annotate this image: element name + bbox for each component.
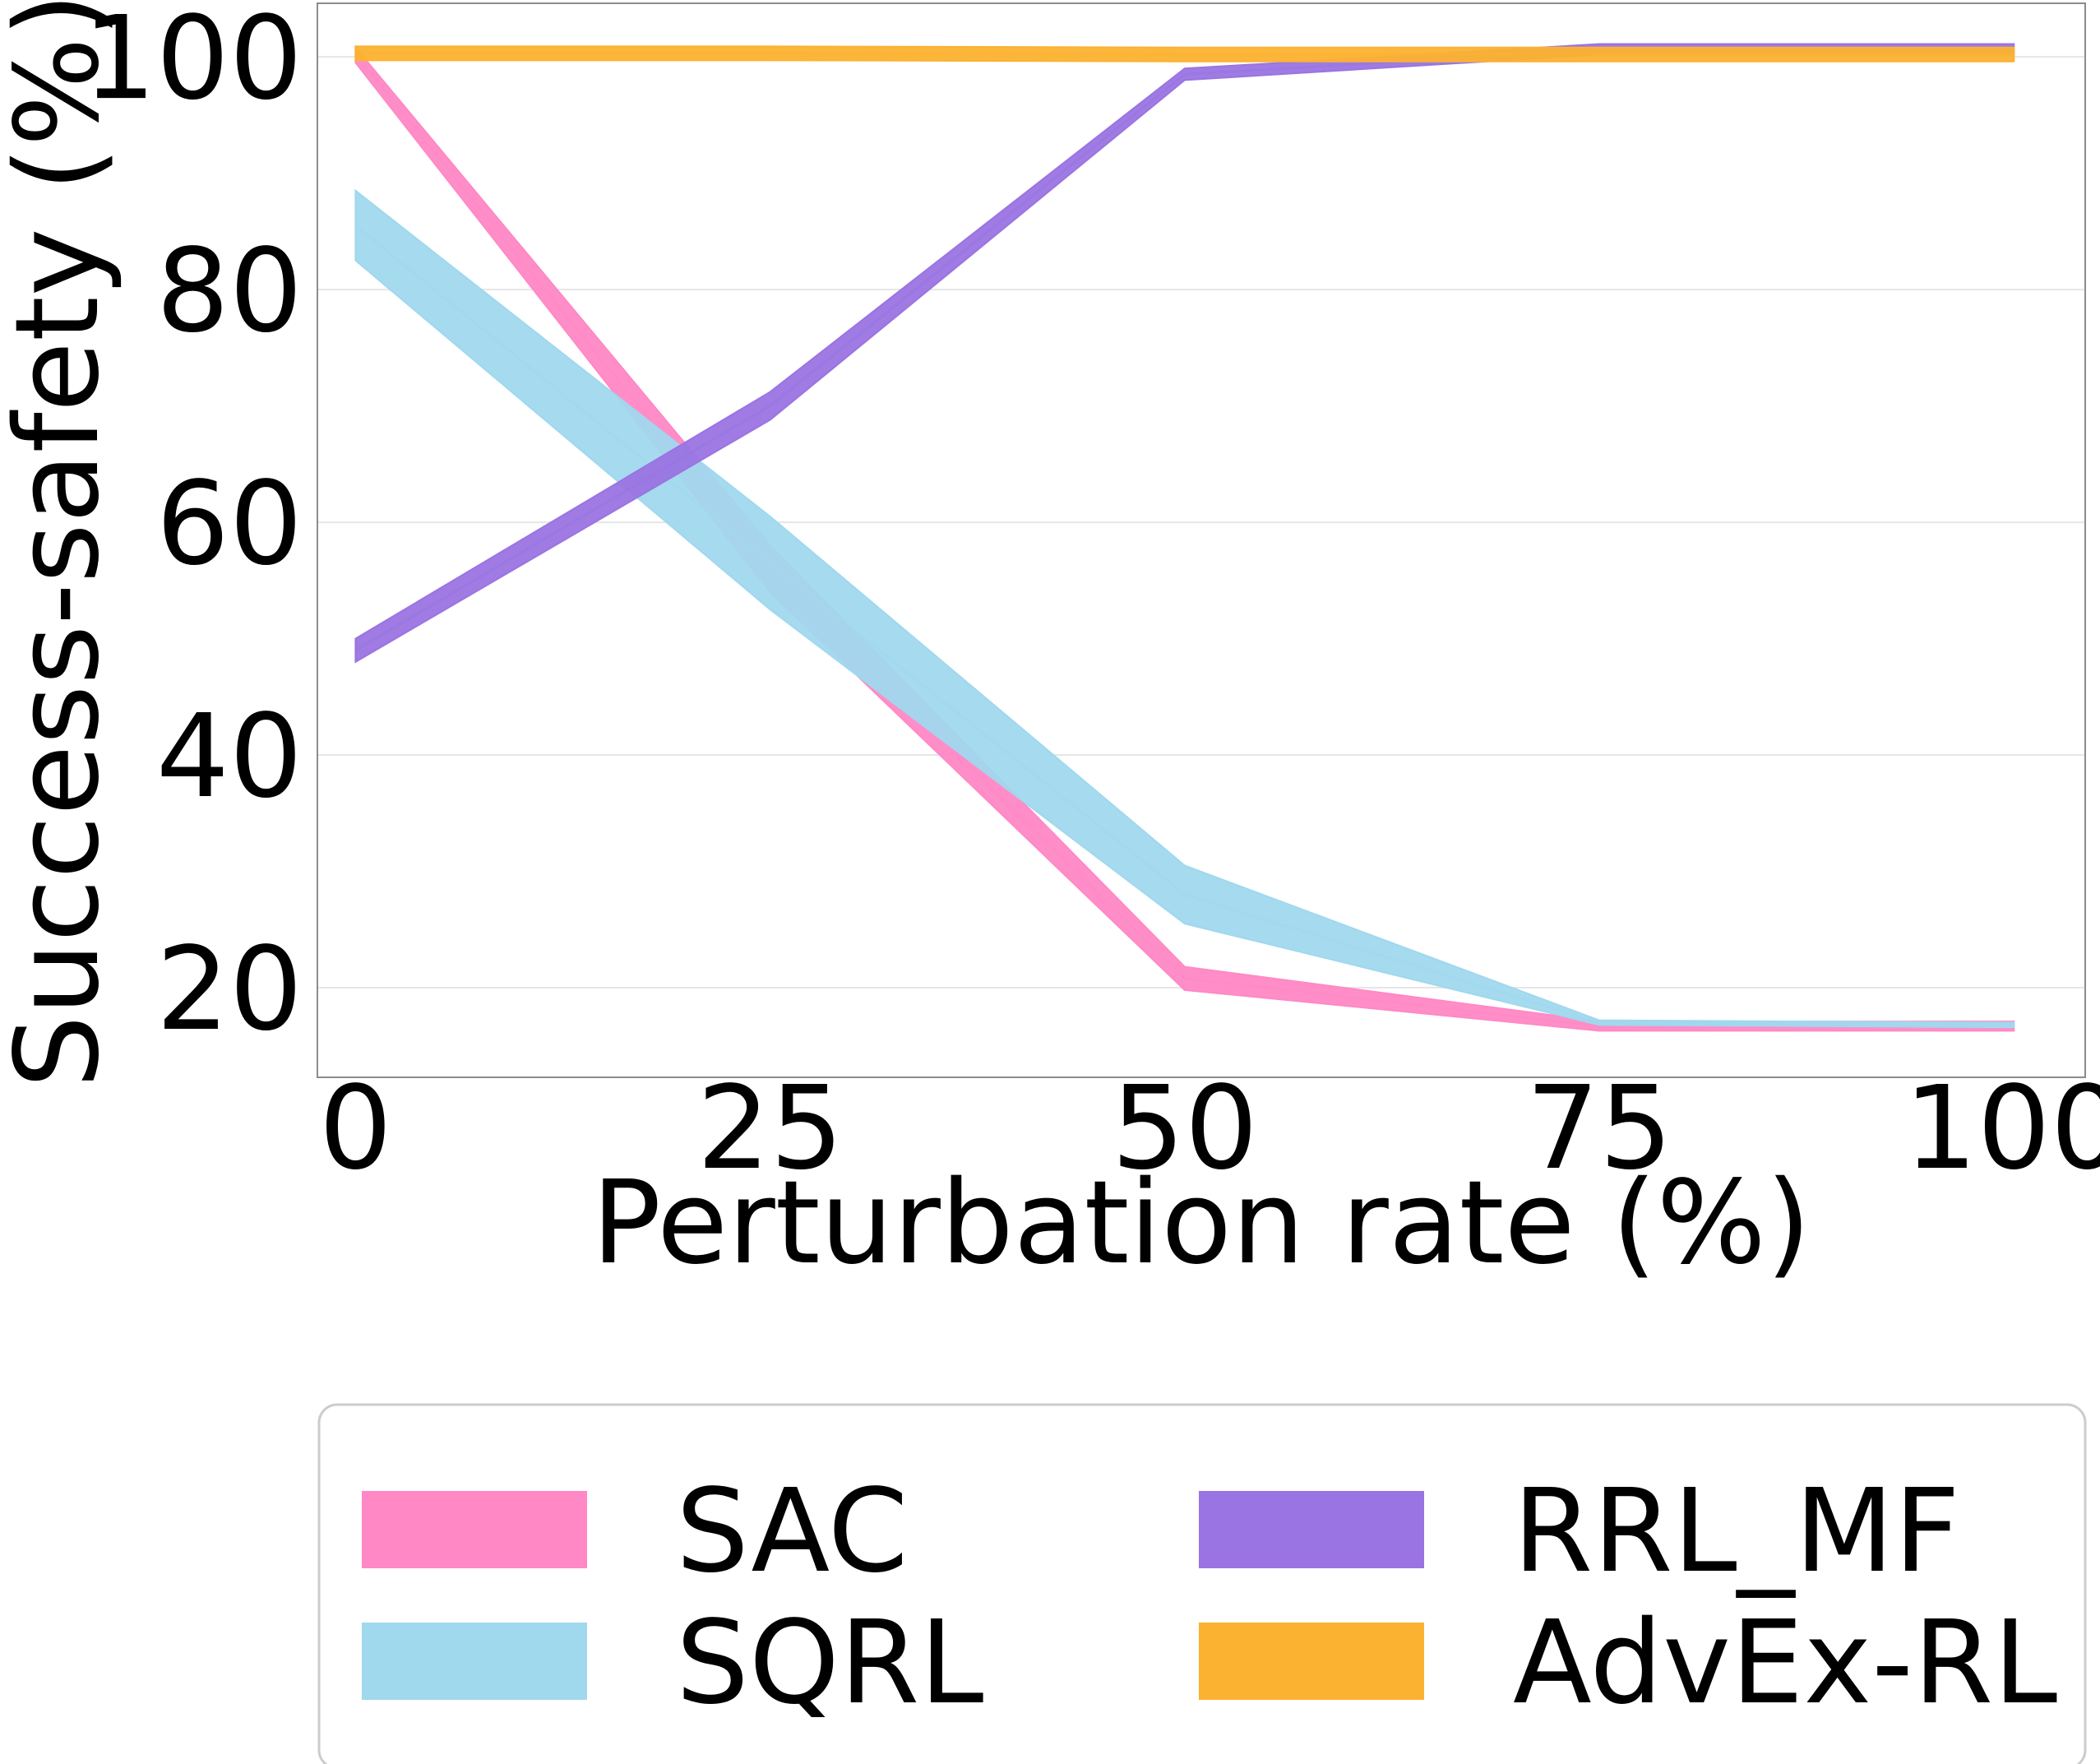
point-sqrl [1184, 894, 1186, 896]
legend-label-sac: SAC [676, 1465, 909, 1599]
series-sqrl [354, 188, 2015, 1029]
legend-swatch-sac [362, 1491, 587, 1568]
point-advex-rl [2013, 53, 2014, 55]
legend-label-sqrl: SQRL [676, 1596, 983, 1730]
legend-swatch-advex-rl [1199, 1623, 1424, 1700]
point-advex-rl [354, 53, 356, 54]
point-advex-rl [770, 53, 771, 54]
legend-label-rrl-mf: RRL_MF [1513, 1465, 1960, 1599]
point-sqrl [354, 225, 356, 226]
y-tick-label: 20 [156, 923, 303, 1057]
y-tick-label: 40 [156, 690, 303, 824]
y-tick-label: 60 [156, 457, 303, 591]
x-tick-label: 0 [319, 1062, 392, 1196]
legend-swatch-sqrl [362, 1623, 587, 1700]
x-tick-labels: 0 25 50 75 100 [319, 1062, 2100, 1196]
y-tick-label: 100 [83, 0, 303, 126]
legend-swatch-rrl-mf [1199, 1491, 1424, 1568]
legend-label-advex-rl: AdvEx-RL [1513, 1596, 2057, 1730]
point-rrl-mf [354, 650, 356, 651]
series-advex-rl [354, 45, 2015, 63]
x-axis-label: Perturbation rate (%) [592, 1156, 1811, 1290]
x-tick-label: 50 [1112, 1062, 1258, 1196]
x-tick-label: 100 [1904, 1062, 2100, 1196]
y-tick-labels: 20 40 60 80 100 [83, 0, 303, 1057]
x-tick-label: 25 [697, 1062, 844, 1196]
y-axis-label: Success-safety (%) [0, 0, 125, 1088]
point-sqrl [1598, 1021, 1600, 1023]
plot-area-frame [317, 2, 2086, 1078]
point-rrl-mf [1184, 73, 1186, 75]
x-tick-label: 75 [1526, 1062, 1672, 1196]
point-sqrl [2013, 1024, 2014, 1026]
point-rrl-mf [770, 405, 771, 407]
point-sac [1184, 978, 1186, 979]
line-advex-rl [355, 52, 2014, 56]
series-layer [354, 43, 2015, 1032]
point-advex-rl [1184, 53, 1186, 55]
band-sqrl [354, 188, 2015, 1029]
line-sqrl [354, 225, 2014, 1026]
point-advex-rl [1598, 53, 1600, 55]
y-tick-label: 80 [156, 225, 303, 359]
point-sqrl [770, 563, 771, 564]
legend-frame [317, 1403, 2087, 1764]
